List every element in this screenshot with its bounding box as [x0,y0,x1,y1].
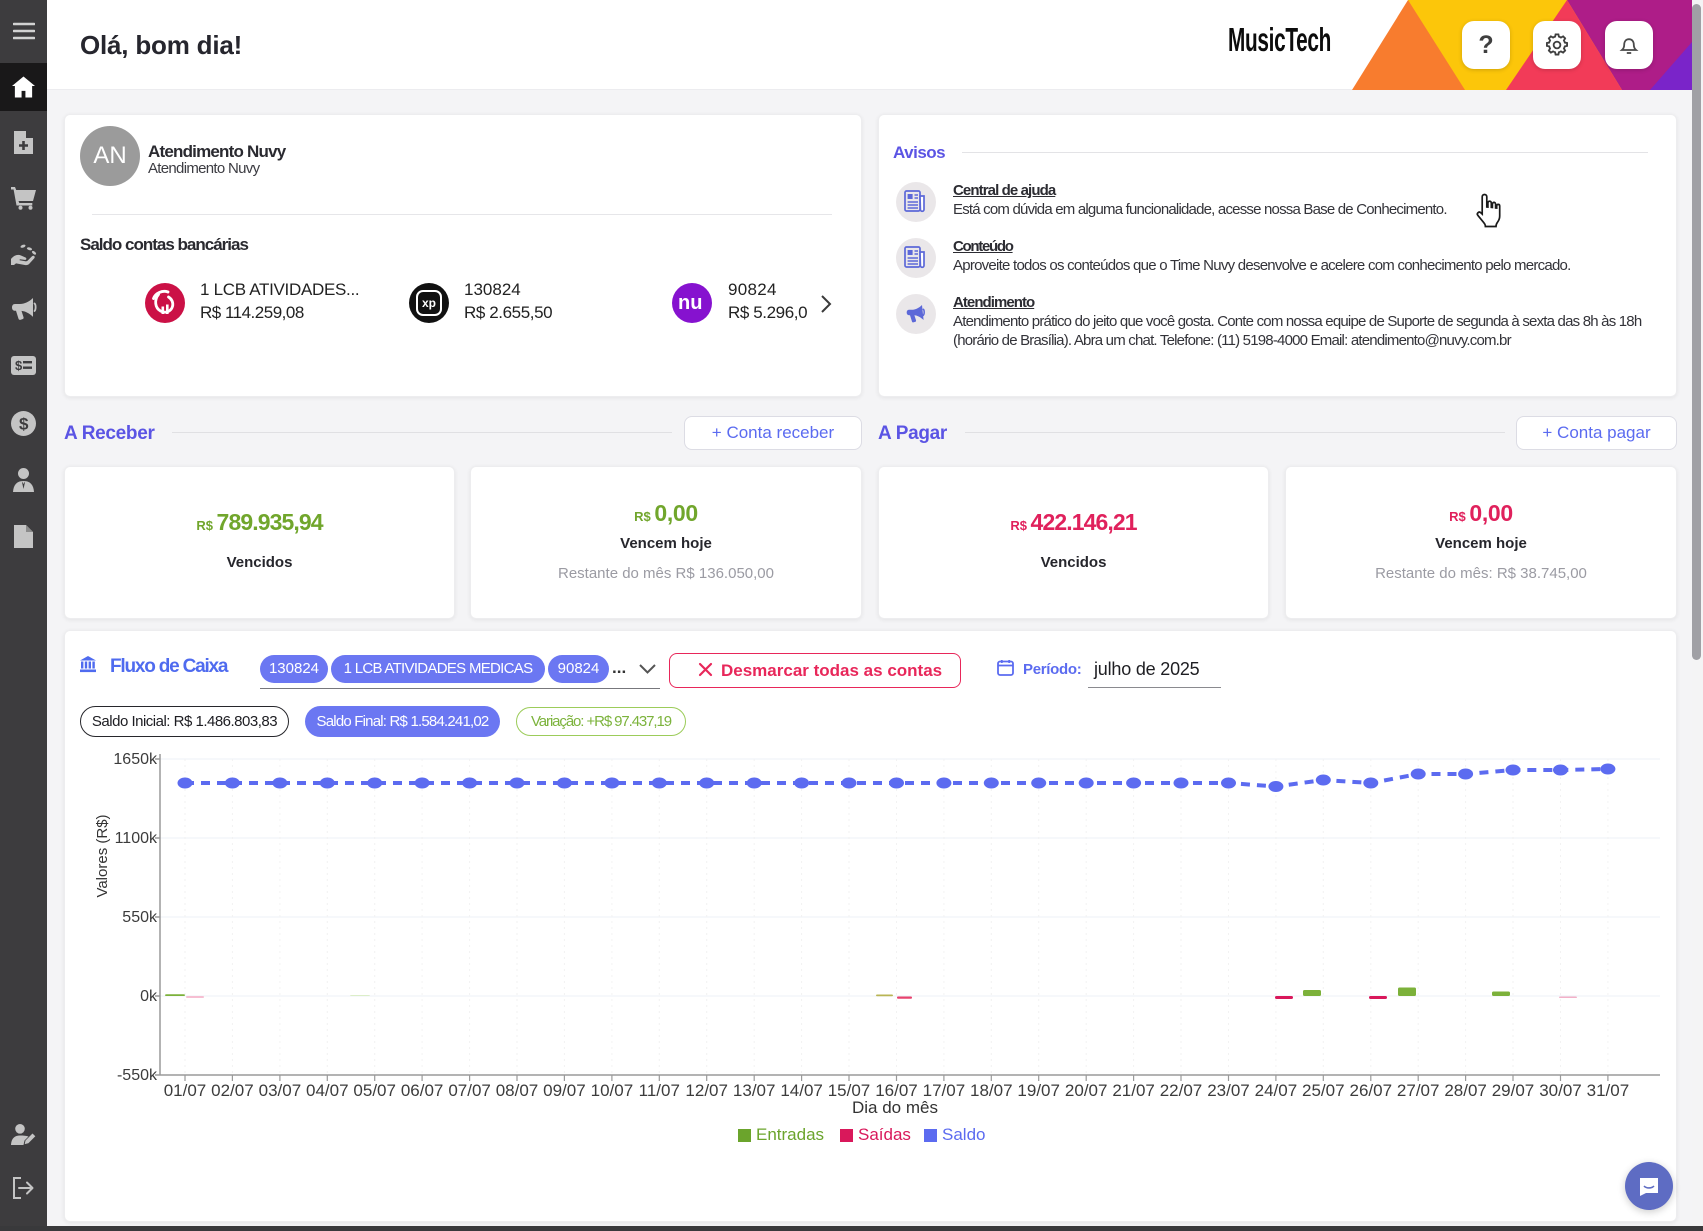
svg-text:19/07: 19/07 [1017,1081,1060,1100]
svg-text:31/07: 31/07 [1587,1081,1630,1100]
svg-text:04/07: 04/07 [306,1081,349,1100]
svg-text:18/07: 18/07 [970,1081,1013,1100]
svg-text:16/07: 16/07 [875,1081,918,1100]
svg-text:10/07: 10/07 [591,1081,634,1100]
svg-text:03/07: 03/07 [259,1081,302,1100]
svg-text:13/07: 13/07 [733,1081,776,1100]
svg-text:-550k: -550k [117,1067,158,1084]
svg-text:15/07: 15/07 [828,1081,871,1100]
svg-text:06/07: 06/07 [401,1081,444,1100]
svg-text:02/07: 02/07 [211,1081,254,1100]
svg-text:Valores (R$): Valores (R$) [94,814,111,897]
svg-text:24/07: 24/07 [1255,1081,1298,1100]
svg-text:22/07: 22/07 [1160,1081,1203,1100]
svg-text:0k: 0k [140,988,158,1005]
svg-text:21/07: 21/07 [1112,1081,1155,1100]
svg-text:20/07: 20/07 [1065,1081,1108,1100]
svg-text:05/07: 05/07 [353,1081,396,1100]
svg-text:29/07: 29/07 [1492,1081,1535,1100]
svg-text:30/07: 30/07 [1539,1081,1582,1100]
svg-text:11/07: 11/07 [639,1081,680,1100]
svg-text:27/07: 27/07 [1397,1081,1440,1100]
svg-text:1650k: 1650k [113,751,158,768]
svg-text:550k: 550k [122,909,158,926]
svg-text:$: $ [19,415,29,434]
svg-text:07/07: 07/07 [448,1081,491,1100]
svg-text:1100k: 1100k [115,830,158,847]
svg-text:14/07: 14/07 [780,1081,823,1100]
svg-text:17/07: 17/07 [923,1081,966,1100]
svg-text:25/07: 25/07 [1302,1081,1345,1100]
svg-text:09/07: 09/07 [543,1081,586,1100]
svg-text:26/07: 26/07 [1350,1081,1393,1100]
svg-text:$: $ [15,358,23,373]
svg-text:23/07: 23/07 [1207,1081,1250,1100]
svg-text:28/07: 28/07 [1444,1081,1487,1100]
svg-text:12/07: 12/07 [685,1081,728,1100]
svg-text:Saídas: Saídas [858,1125,911,1144]
svg-text:01/07: 01/07 [164,1081,207,1100]
svg-text:Saldo: Saldo [942,1125,985,1144]
svg-text:08/07: 08/07 [496,1081,539,1100]
svg-text:Dia do mês: Dia do mês [852,1098,938,1117]
svg-text:Entradas: Entradas [756,1125,824,1144]
